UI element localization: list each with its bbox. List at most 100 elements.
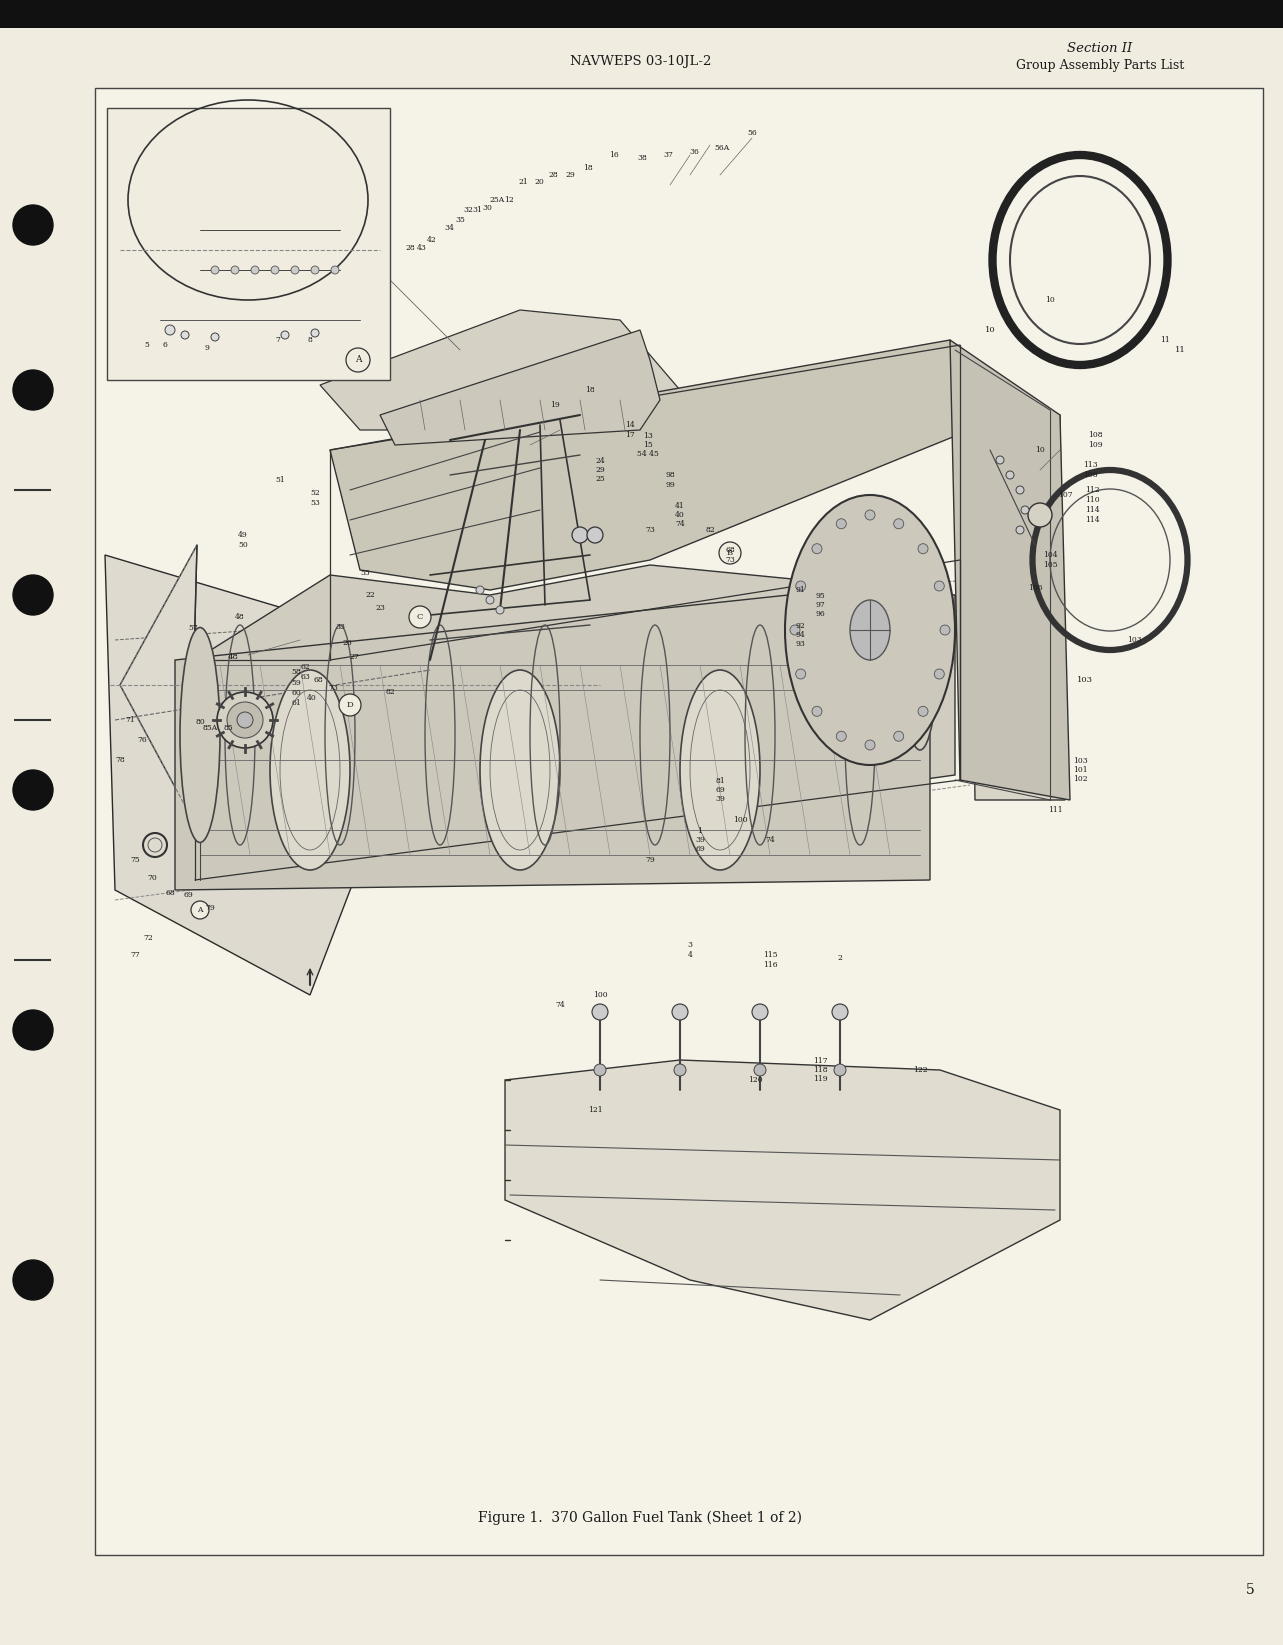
Text: Section II: Section II <box>1067 41 1133 54</box>
Circle shape <box>919 706 928 716</box>
Ellipse shape <box>269 670 350 870</box>
Circle shape <box>497 605 504 614</box>
Text: 58: 58 <box>291 668 302 676</box>
Circle shape <box>919 544 928 554</box>
Polygon shape <box>970 415 1065 799</box>
Text: 73: 73 <box>328 684 337 693</box>
Text: 21: 21 <box>518 178 527 186</box>
Ellipse shape <box>851 600 890 660</box>
Text: B: B <box>727 549 733 558</box>
Circle shape <box>271 266 278 275</box>
Text: 82: 82 <box>706 526 715 535</box>
Text: 19: 19 <box>550 401 559 410</box>
Circle shape <box>672 1003 688 1020</box>
Circle shape <box>310 266 319 275</box>
Circle shape <box>934 670 944 679</box>
Circle shape <box>837 518 847 528</box>
Text: Figure 1.  370 Gallon Fuel Tank (Sheet 1 of 2): Figure 1. 370 Gallon Fuel Tank (Sheet 1 … <box>479 1510 802 1525</box>
Ellipse shape <box>480 670 559 870</box>
Text: 73: 73 <box>645 526 654 535</box>
Text: 74: 74 <box>765 836 775 844</box>
Circle shape <box>1028 503 1052 526</box>
Circle shape <box>191 901 209 920</box>
Text: 85: 85 <box>223 724 234 732</box>
Circle shape <box>13 576 53 615</box>
Text: 8: 8 <box>308 336 313 344</box>
Text: 77: 77 <box>130 951 140 959</box>
Bar <box>95 87 1262 1555</box>
Circle shape <box>865 740 875 750</box>
Text: 52
53: 52 53 <box>310 490 319 507</box>
Text: 75: 75 <box>130 855 140 864</box>
Text: 107: 107 <box>1057 490 1073 498</box>
Circle shape <box>13 1260 53 1300</box>
Circle shape <box>588 526 603 543</box>
Circle shape <box>1006 470 1014 479</box>
Circle shape <box>752 1003 769 1020</box>
Circle shape <box>837 732 847 742</box>
Text: 2: 2 <box>838 954 843 962</box>
Circle shape <box>594 1064 606 1076</box>
Circle shape <box>996 456 1005 464</box>
Polygon shape <box>121 544 198 814</box>
Text: Group Assembly Parts List: Group Assembly Parts List <box>1016 59 1184 71</box>
Text: 18: 18 <box>584 164 593 173</box>
Text: 81
69
39: 81 69 39 <box>715 776 725 803</box>
Text: 23: 23 <box>375 604 385 612</box>
Circle shape <box>331 266 339 275</box>
Text: 72: 72 <box>144 934 153 943</box>
Text: 95
97
96: 95 97 96 <box>815 592 825 619</box>
Circle shape <box>291 266 299 275</box>
Circle shape <box>1016 526 1024 535</box>
Text: 7: 7 <box>276 336 281 344</box>
Text: 9: 9 <box>204 344 209 352</box>
Circle shape <box>13 770 53 809</box>
Text: 16: 16 <box>609 151 618 160</box>
Bar <box>0 0 1283 28</box>
Text: 68: 68 <box>166 888 174 897</box>
Text: 120: 120 <box>748 1076 762 1084</box>
Text: 6: 6 <box>163 341 168 349</box>
Ellipse shape <box>902 559 938 750</box>
Text: 5: 5 <box>1246 1582 1255 1597</box>
Circle shape <box>346 349 370 372</box>
Text: 100: 100 <box>733 816 747 824</box>
Text: 10: 10 <box>1046 296 1055 304</box>
Circle shape <box>13 206 53 245</box>
Circle shape <box>310 329 319 337</box>
Ellipse shape <box>180 627 219 842</box>
Text: 61: 61 <box>291 699 302 707</box>
Text: 103
101
102: 103 101 102 <box>1073 757 1088 783</box>
Polygon shape <box>949 341 1070 799</box>
Circle shape <box>281 331 289 339</box>
Text: 33: 33 <box>335 623 345 632</box>
Text: 69: 69 <box>183 892 192 900</box>
Text: 122: 122 <box>912 1066 928 1074</box>
Text: 48: 48 <box>227 653 239 661</box>
Text: 68: 68 <box>313 676 323 684</box>
Circle shape <box>865 510 875 520</box>
Circle shape <box>894 518 903 528</box>
Text: 28: 28 <box>548 171 558 179</box>
Polygon shape <box>105 554 440 995</box>
Text: 20: 20 <box>534 178 544 186</box>
Text: 43: 43 <box>417 243 427 252</box>
Text: 35: 35 <box>455 215 464 224</box>
Circle shape <box>674 1064 686 1076</box>
Text: 55: 55 <box>361 569 370 577</box>
Ellipse shape <box>680 670 760 870</box>
Text: 10: 10 <box>1035 446 1044 454</box>
Polygon shape <box>174 581 930 890</box>
Text: 11: 11 <box>1160 336 1170 344</box>
Text: 117
118
119: 117 118 119 <box>812 1056 828 1082</box>
Circle shape <box>166 326 174 336</box>
Circle shape <box>591 1003 608 1020</box>
Circle shape <box>339 694 361 716</box>
Circle shape <box>210 266 219 275</box>
Circle shape <box>486 595 494 604</box>
Circle shape <box>13 370 53 410</box>
Text: 103: 103 <box>1128 637 1142 643</box>
Text: 32: 32 <box>463 206 473 214</box>
Circle shape <box>940 625 949 635</box>
Text: 80: 80 <box>195 717 205 725</box>
